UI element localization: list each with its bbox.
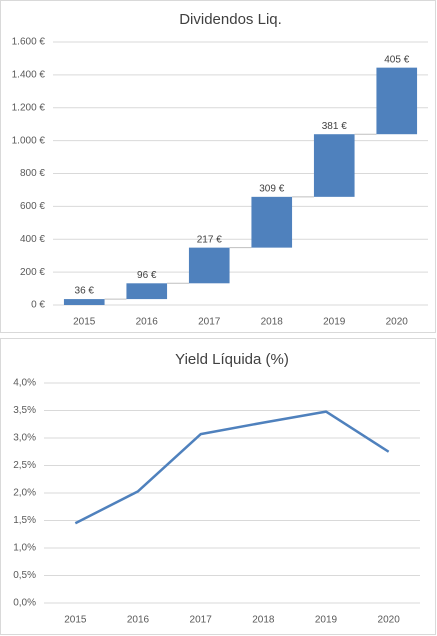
value-label: 36 € [75,286,95,297]
y-tick-label: 1.200 € [12,102,46,113]
chart-title: Dividendos Liq. [179,11,282,28]
chart-title: Yield Líquida (%) [175,351,289,368]
y-tick-label: 1,0% [13,543,36,554]
x-tick-label: 2017 [198,317,221,328]
y-tick-label: 2,5% [13,460,36,471]
x-tick-label: 2016 [127,615,150,626]
y-tick-label: 600 € [20,201,45,212]
x-tick-label: 2015 [64,615,87,626]
x-tick-label: 2018 [252,615,275,626]
chart-frame [0,0,436,333]
bar [251,196,293,248]
x-tick-label: 2020 [378,615,401,626]
value-label: 381 € [322,121,347,132]
x-tick-label: 2016 [136,317,159,328]
y-tick-label: 3,0% [13,433,36,444]
y-tick-label: 0,5% [13,570,36,581]
value-label: 405 € [384,54,409,65]
y-tick-label: 1.000 € [12,135,46,146]
x-tick-label: 2020 [386,317,409,328]
y-tick-label: 1,5% [13,515,36,526]
y-tick-label: 4,0% [13,378,36,389]
y-tick-label: 1.600 € [12,37,46,48]
y-tick-label: 0,0% [13,598,36,609]
x-tick-label: 2019 [315,615,338,626]
x-tick-label: 2017 [190,615,213,626]
bar [313,134,355,197]
value-label: 217 € [197,234,222,245]
bar [188,247,230,284]
line [74,410,390,525]
x-tick-label: 2018 [261,317,284,328]
y-tick-label: 200 € [20,267,45,278]
y-tick-label: 3,5% [13,405,36,416]
value-label: 96 € [137,270,157,281]
value-label: 309 € [259,183,284,194]
chart-frame [0,338,436,635]
bar [126,283,168,300]
y-tick-label: 1.400 € [12,70,46,81]
x-tick-label: 2019 [323,317,346,328]
y-tick-label: 400 € [20,234,45,245]
y-tick-label: 2,0% [13,488,36,499]
bar [63,299,105,305]
x-tick-label: 2015 [73,317,96,328]
bar [376,67,418,135]
y-tick-label: 0 € [31,300,45,311]
y-tick-label: 800 € [20,168,45,179]
